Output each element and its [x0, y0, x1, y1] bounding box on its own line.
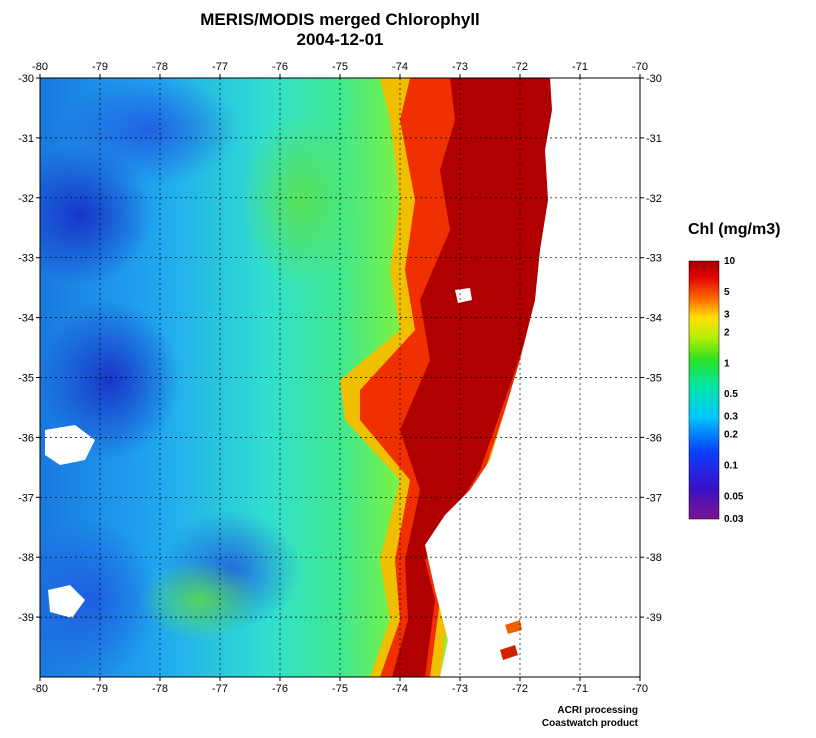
colorbar-label: 0.2 — [724, 430, 738, 441]
cloud-gap — [45, 425, 95, 465]
colorbar-label: 2 — [724, 327, 730, 338]
lat-tick-label-right: -39 — [646, 612, 662, 624]
colorbar-label: 1 — [724, 358, 730, 369]
graticule — [36, 74, 644, 681]
land-mask — [425, 78, 640, 677]
lat-tick-label-right: -31 — [646, 133, 662, 145]
lat-tick-label-left: -36 — [18, 432, 34, 444]
lat-tick-label-left: -31 — [18, 133, 34, 145]
lat-tick-label-left: -38 — [18, 552, 34, 564]
lat-tick-label-left: -35 — [18, 373, 34, 385]
lat-tick-label-right: -34 — [646, 313, 662, 325]
low-chl-patch — [40, 520, 160, 677]
lat-tick-label-right: -37 — [646, 492, 662, 504]
low-chl-patch — [40, 300, 180, 460]
lon-tick-label-bottom: -74 — [392, 683, 408, 695]
lat-tick-label-right: -38 — [646, 552, 662, 564]
lon-tick-label-top: -72 — [512, 61, 528, 73]
low-chl-patch — [60, 78, 240, 185]
lat-tick-label-left: -37 — [18, 492, 34, 504]
lon-tick-label-bottom: -70 — [632, 683, 648, 695]
lon-tick-label-bottom: -76 — [272, 683, 288, 695]
lon-tick-label-bottom: -78 — [152, 683, 168, 695]
colorbar-label: 0.5 — [724, 389, 738, 400]
lon-tick-label-top: -70 — [632, 61, 648, 73]
lon-tick-label-bottom: -79 — [92, 683, 108, 695]
lon-tick-label-top: -75 — [332, 61, 348, 73]
colorbar-label: 0.1 — [724, 461, 738, 472]
lat-tick-label-left: -30 — [18, 73, 34, 85]
lat-tick-label-right: -30 — [646, 73, 662, 85]
offshore-patch — [505, 620, 522, 634]
lat-tick-label-left: -34 — [18, 313, 34, 325]
tick-labels: -80 -80 -79 -79 -78 -78 -77 -77 -76 -76 -75 -75 -74 -… — [18, 61, 662, 695]
colorbar-label: 5 — [724, 287, 730, 298]
lat-tick-label-left: -32 — [18, 193, 34, 205]
colorbar-label: 0.3 — [724, 412, 738, 423]
colorbar-label: 0.05 — [724, 491, 744, 502]
cloud-gap — [455, 288, 472, 303]
lon-tick-label-top: -80 — [32, 61, 48, 73]
lat-tick-label-right: -33 — [646, 253, 662, 265]
offshore-patch — [500, 645, 518, 660]
lon-tick-label-top: -79 — [92, 61, 108, 73]
colorbar-labels: 10 5 3 2 1 0.5 0.3 0.2 0.1 0.05 0.03 — [724, 256, 744, 525]
lon-tick-label-top: -74 — [392, 61, 408, 73]
lon-tick-label-bottom: -77 — [212, 683, 228, 695]
lat-tick-label-left: -33 — [18, 253, 34, 265]
colorbar-label: 3 — [724, 309, 730, 320]
colorbar — [688, 260, 720, 520]
credit-processing: ACRI processing — [557, 705, 638, 716]
lat-tick-label-left: -39 — [18, 612, 34, 624]
colorbar-title: Chl (mg/m3) — [688, 221, 781, 238]
lon-tick-label-top: -76 — [272, 61, 288, 73]
mid-chl-patch — [240, 110, 360, 290]
lon-tick-label-bottom: -71 — [572, 683, 588, 695]
lon-tick-label-bottom: -75 — [332, 683, 348, 695]
colorbar-label: 10 — [724, 256, 736, 267]
lat-tick-label-right: -32 — [646, 193, 662, 205]
very-high-chl-band — [392, 78, 556, 677]
lon-tick-label-top: -71 — [572, 61, 588, 73]
lat-tick-label-right: -36 — [646, 432, 662, 444]
lat-tick-label-right: -35 — [646, 373, 662, 385]
map-date: 2004-12-01 — [296, 30, 384, 49]
lon-tick-label-bottom: -72 — [512, 683, 528, 695]
cloud-gap — [48, 585, 85, 618]
lon-tick-label-top: -78 — [152, 61, 168, 73]
lon-tick-label-top: -73 — [452, 61, 468, 73]
credit-product: Coastwatch product — [541, 718, 638, 729]
lon-tick-label-bottom: -80 — [32, 683, 48, 695]
mid-chl-patch — [140, 560, 260, 640]
map-title: MERIS/MODIS merged Chlorophyll — [200, 10, 480, 29]
lon-tick-label-top: -77 — [212, 61, 228, 73]
colorbar-label: 0.03 — [724, 514, 744, 525]
lon-tick-label-bottom: -73 — [452, 683, 468, 695]
